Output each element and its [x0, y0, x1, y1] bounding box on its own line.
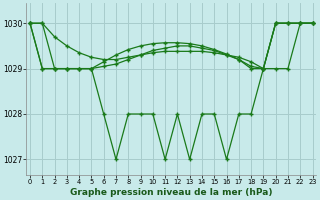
X-axis label: Graphe pression niveau de la mer (hPa): Graphe pression niveau de la mer (hPa) — [70, 188, 273, 197]
